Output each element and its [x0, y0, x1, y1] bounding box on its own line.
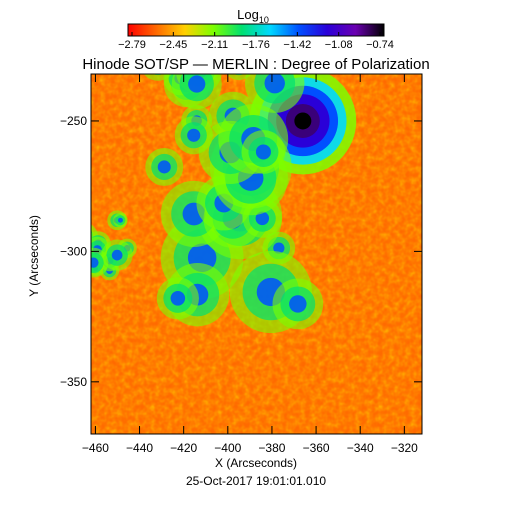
x-tick-label: −420 [170, 441, 197, 455]
figure-title: Hinode SOT/SP — MERLIN : Degree of Polar… [82, 56, 429, 73]
y-axis-ticks: −250 −300 −350 [60, 114, 422, 389]
x-tick-label: −360 [303, 441, 330, 455]
x-axis-ticks: −460 −440 −420 −400 −380 −360 −340 −320 [82, 74, 418, 455]
x-tick-label: −400 [214, 441, 241, 455]
colorbar-tick-label: −2.11 [201, 39, 228, 51]
map-features [91, 74, 357, 334]
colorbar-ticks: −2.79 −2.45 −2.11 −1.76 −1.42 −1.08 −0.74 [118, 32, 394, 51]
x-tick-label: −460 [82, 441, 109, 455]
polarization-map [91, 74, 422, 434]
timestamp: 25-Oct-2017 19:01:01.010 [186, 474, 326, 488]
y-tick-label: −300 [60, 244, 87, 258]
colorbar: Log10 −2.79 −2.45 −2.11 −1.76 −1.42 −1.08 −0.7… [118, 7, 394, 51]
colorbar-tick-label: −0.74 [366, 39, 394, 51]
colorbar-tick-label: −1.42 [283, 39, 311, 51]
x-tick-label: −380 [258, 441, 285, 455]
colorbar-label: Log10 [237, 7, 269, 25]
y-tick-label: −250 [60, 114, 87, 128]
plot-frame [90, 73, 423, 435]
colorbar-tick-label: −2.79 [118, 39, 146, 51]
y-axis-label: Y (Arcseconds) [27, 215, 41, 297]
y-tick-label: −350 [60, 375, 87, 389]
x-axis-label: X (Arcseconds) [215, 456, 297, 470]
plot-area: −460 −440 −420 −400 −380 −360 −340 −320 −250 −30… [60, 73, 423, 455]
colorbar-tick-label: −1.08 [325, 39, 353, 51]
colorbar-tick-label: −1.76 [242, 39, 270, 51]
x-tick-label: −320 [391, 441, 418, 455]
colorbar-gradient [128, 24, 384, 36]
feature-plage-north [143, 74, 305, 184]
feature-plage-west [91, 210, 137, 281]
x-tick-label: −440 [126, 441, 153, 455]
colorbar-tick-label: −2.45 [159, 39, 187, 51]
x-tick-label: −340 [347, 441, 374, 455]
